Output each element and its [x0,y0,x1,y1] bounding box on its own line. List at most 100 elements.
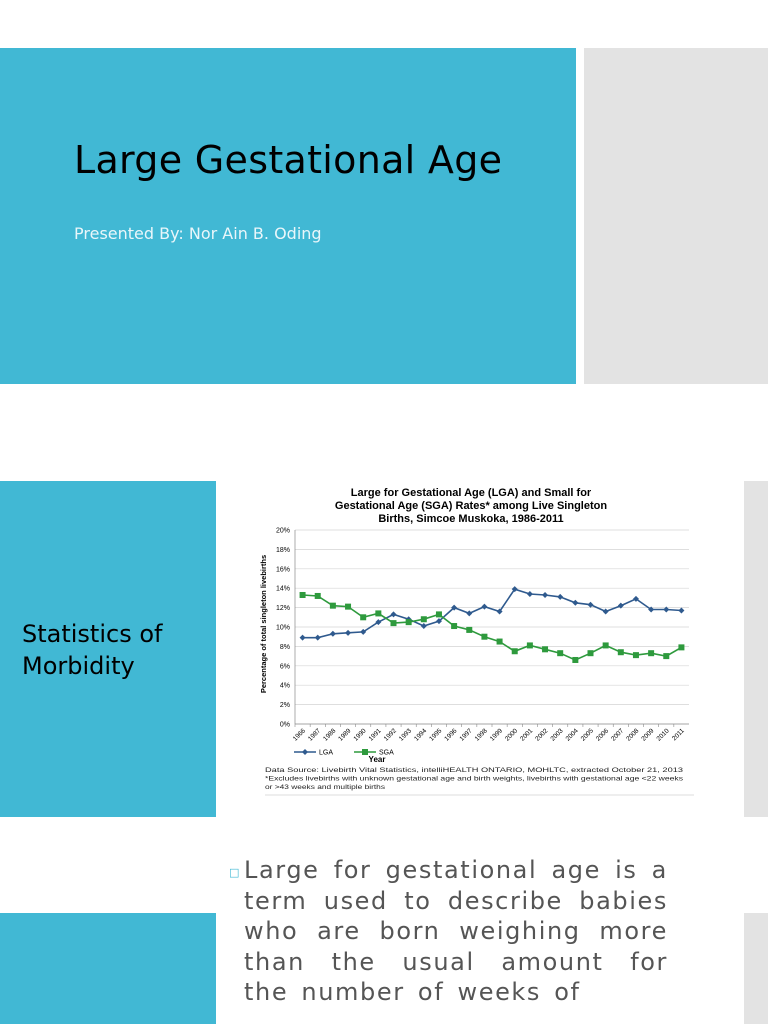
series-line-lga [302,588,682,639]
data-point-sga [511,648,518,655]
stats-slide-side-panel [744,481,768,817]
data-point-sga [602,642,609,649]
chart-x-tick-label: 1989 [337,727,352,742]
chart-x-tick-label: 1994 [413,727,428,742]
data-point-lga [511,586,518,593]
chart-x-tick-label: 2005 [580,727,595,742]
data-point-lga [496,608,503,615]
data-point-sga [663,653,670,660]
data-point-sga [648,650,655,657]
chart-x-tick-label: 1987 [307,727,322,742]
chart-x-tick-label: 1993 [398,727,413,742]
data-point-lga [542,591,549,598]
data-point-lga [678,607,685,614]
square-bullet-icon: □ [229,866,240,879]
chart-x-tick-label: 1988 [322,727,337,742]
chart-title-line: Births, Simcoe Muskoka, 1986-2011 [378,513,563,525]
chart-x-tick-label: 2004 [565,727,580,742]
data-point-lga [587,601,594,608]
data-point-sga [390,620,397,627]
chart-x-tick-label: 1996 [443,727,458,742]
chart-x-tick-label: 1997 [459,727,474,742]
data-point-lga [314,634,321,641]
chart-legend: LGA SGA [294,749,394,757]
data-point-lga [451,604,458,611]
chart-y-tick-label: 0% [280,722,290,729]
stats-slide-panel [0,481,216,817]
chart-y-tick-label: 8% [280,644,290,651]
data-point-lga [435,618,442,625]
title-slide-panel [0,48,576,384]
chart-y-tick-label: 12% [276,605,290,612]
data-point-lga [526,591,533,598]
data-point-sga [375,610,382,617]
chart-y-tick-label: 14% [276,586,290,593]
chart-x-tick-labels: 1966 1987 1988 1989 1990 1991 1992 1993 1994 1995… [292,724,686,743]
data-point-lga [572,599,579,606]
chart-y-tick-label: 2% [280,702,290,709]
chart-source-line: *Excludes livebirths with unknown gestat… [265,776,684,783]
definition-slide-panel [0,913,216,1024]
legend-label-lga: LGA [319,750,333,757]
chart-x-tick-label: 2010 [656,727,671,742]
data-point-lga [481,603,488,610]
data-point-lga [617,602,624,609]
legend-label-sga: SGA [379,750,394,757]
chart-x-tick-label: 1966 [292,727,307,742]
chart-y-tick-label: 4% [280,683,290,690]
data-point-sga [542,646,549,653]
data-point-sga [587,650,594,657]
chart-x-axis-label: Year [369,755,386,764]
chart-y-tick-label: 18% [276,547,290,554]
chart-x-tick-label: 2008 [625,727,640,742]
chart-x-tick-label: 2001 [519,727,534,742]
chart-title: Large for Gestational Age (LGA) and Smal… [335,487,607,525]
chart-x-tick-label: 2009 [640,727,655,742]
data-point-lga [375,619,382,626]
slide-title: Large Gestational Age [74,138,503,182]
data-point-sga [678,644,685,651]
chart-x-tick-label: 1999 [489,727,504,742]
data-point-sga [557,650,564,657]
chart-x-tick-label: 2011 [671,727,686,742]
data-point-lga [602,608,609,615]
data-point-lga [420,623,427,630]
chart-source-line: Data Source: Livebirth Vital Statistics,… [265,767,683,774]
data-point-sga [617,649,624,656]
data-point-lga [648,606,655,613]
chart-series [299,586,685,663]
data-point-sga [405,619,412,626]
data-point-lga [329,630,336,637]
chart-y-tick-label: 20% [276,528,290,535]
chart-y-tick-label: 10% [276,625,290,632]
chart-x-tick-label: 1990 [352,727,367,742]
data-point-sga [496,638,503,645]
data-point-sga [526,642,533,649]
chart-grid [294,529,689,725]
data-point-sga [632,652,639,659]
definition-slide-side-panel [744,913,768,1024]
chart-x-tick-label: 1991 [368,727,383,742]
legend-marker-lga [302,749,308,755]
slide-subtitle: Presented By: Nor Ain B. Oding [74,224,322,243]
definition-text: Large for gestational age is a term used… [244,856,668,1006]
chart-y-tick-labels: 0% 2% 4% 6% 8% 10% 12% 14% 16% 18% 20% [276,528,290,729]
legend-marker-sga [362,749,368,755]
stats-heading: Statistics of Morbidity [22,618,162,682]
data-point-sga [481,633,488,640]
data-point-lga [466,610,473,617]
data-point-lga [299,634,306,641]
chart-x-tick-label: 1992 [383,727,398,742]
chart-source-note: Data Source: Livebirth Vital Statistics,… [265,767,694,796]
data-point-sga [329,602,336,609]
chart-x-tick-label: 1998 [474,727,489,742]
stats-heading-line2: Morbidity [22,652,135,680]
data-point-sga [299,591,306,598]
chart-y-tick-label: 6% [280,663,290,670]
chart-x-tick-label: 2007 [610,727,625,742]
title-slide-side-panel [584,48,768,384]
chart-x-tick-label: 1995 [428,727,443,742]
lga-sga-line-chart: Large for Gestational Age (LGA) and Smal… [259,487,694,796]
data-point-sga [420,616,427,623]
data-point-lga [557,593,564,600]
